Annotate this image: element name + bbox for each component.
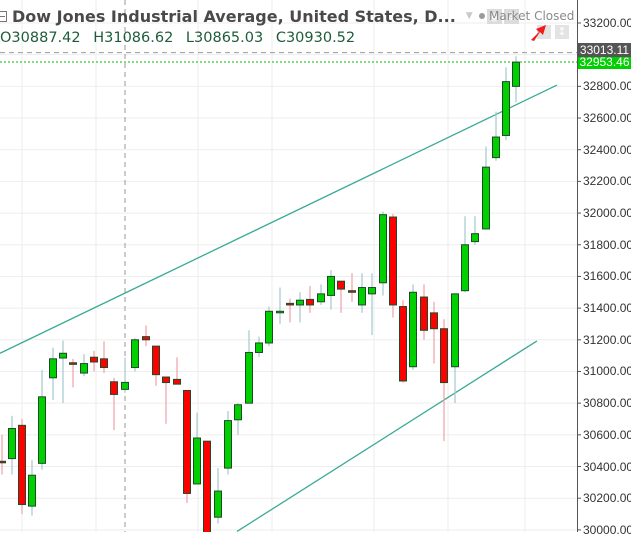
candle-up <box>492 136 500 159</box>
ohlc-low: L30865.03 <box>186 30 263 46</box>
candle-up <box>245 351 253 404</box>
candle-up <box>38 396 46 464</box>
candle-up <box>379 214 387 284</box>
candle-up <box>461 244 469 292</box>
high-label: H <box>93 30 105 46</box>
gear-icon[interactable]: ⚙ <box>503 8 519 24</box>
symbol-title[interactable]: Dow Jones Industrial Average, United Sta… <box>12 6 456 26</box>
candle-up <box>358 287 366 306</box>
price-tick-label: 30000.00 <box>583 522 631 537</box>
eye-icon[interactable]: ◉ <box>486 8 502 24</box>
last-price-label: 32953.46 <box>578 55 631 69</box>
candle-up <box>131 339 139 369</box>
scale-toggle-icon[interactable]: ↕ <box>555 25 569 39</box>
candle-up <box>214 490 222 518</box>
close-label: C <box>275 30 286 46</box>
ohlc-close: C30930.52 <box>276 30 355 46</box>
ohlc-high: H31086.62 <box>93 30 173 46</box>
candle-down <box>110 381 118 395</box>
price-tick-label: 30800.00 <box>583 396 631 411</box>
candle-down <box>348 290 356 293</box>
legend-title-row: Dow Jones Industrial Average, United Sta… <box>0 5 519 27</box>
price-tick-label: 31400.00 <box>583 301 631 316</box>
chart-legend: Dow Jones Industrial Average, United Sta… <box>0 5 519 48</box>
ohlc-values: O30887.42 H31086.62 L30865.03 C30930.52 <box>0 30 519 48</box>
candle-up <box>80 363 88 374</box>
candle-up <box>265 310 273 344</box>
candle-up <box>471 233 479 243</box>
candle-down <box>399 306 407 382</box>
ohlc-open: O30887.42 <box>0 30 81 46</box>
price-tick-label: 30600.00 <box>583 427 631 442</box>
candle-up <box>276 310 284 314</box>
candle-up <box>28 474 36 507</box>
collapse-icon[interactable] <box>0 10 7 22</box>
status-dot-icon <box>479 12 485 19</box>
market-status-text: Market Closed <box>489 9 575 23</box>
price-tick-label: 32000.00 <box>583 206 631 221</box>
candle-up <box>451 293 459 368</box>
candle-down <box>440 328 448 384</box>
price-tick-label: 31800.00 <box>583 237 631 252</box>
candle-down <box>152 345 160 376</box>
candle-up <box>482 166 490 230</box>
trendline <box>236 340 538 532</box>
candle-down <box>183 389 191 494</box>
candle-down <box>337 280 345 290</box>
price-tick-label: 31200.00 <box>583 332 631 347</box>
candle-down <box>142 336 150 341</box>
candle-up <box>255 342 263 353</box>
market-status: Market Closed <box>479 9 574 23</box>
open-value: 30887.42 <box>11 30 81 46</box>
price-tick-label: 32600.00 <box>583 111 631 126</box>
dropdown-icon[interactable]: ▼ <box>465 11 473 21</box>
candle-up <box>327 275 335 296</box>
candle-up <box>121 381 129 390</box>
candle-up <box>8 428 16 460</box>
candle-down <box>420 296 428 331</box>
candle-down <box>90 356 98 363</box>
candle-down <box>0 460 6 464</box>
candle-down <box>306 298 314 306</box>
candle-up <box>193 437 201 485</box>
trendline <box>0 84 558 354</box>
candle-down <box>286 302 294 306</box>
candle-down <box>173 378 181 385</box>
candle-down <box>203 440 211 532</box>
candle-down <box>18 424 26 506</box>
candle-up <box>502 81 510 136</box>
candle-up <box>49 358 57 379</box>
candle-down <box>100 358 108 369</box>
price-tick-label: 31000.00 <box>583 364 631 379</box>
high-value: 31086.62 <box>104 30 174 46</box>
price-tick-label: 32200.00 <box>583 174 631 189</box>
low-label: L <box>185 30 195 46</box>
candle-up <box>512 61 520 87</box>
candle-down <box>69 362 77 365</box>
candle-up <box>296 299 304 306</box>
crosshair-price-label: 33013.11 <box>578 43 631 57</box>
candle-up <box>317 293 325 303</box>
candle-down <box>430 312 438 330</box>
candle-up <box>368 287 376 295</box>
price-tick-label: 33200.00 <box>583 16 631 30</box>
low-value: 30865.03 <box>194 30 264 46</box>
price-tick-label: 30400.00 <box>583 459 631 474</box>
red-arrow-icon <box>531 25 546 41</box>
candle-down <box>389 216 397 306</box>
price-tick-label: 30200.00 <box>583 491 631 506</box>
candle-up <box>234 404 242 421</box>
price-tick-label: 32400.00 <box>583 142 631 157</box>
candle-up <box>409 291 417 368</box>
price-axis-panel <box>577 0 631 532</box>
open-label: O <box>0 30 12 46</box>
candle-down <box>162 376 170 384</box>
close-value: 30930.52 <box>285 30 356 46</box>
candle-up <box>224 420 232 469</box>
price-tick-label: 31600.00 <box>583 269 631 284</box>
candle-up <box>59 352 67 359</box>
price-tick-label: 32800.00 <box>583 79 631 94</box>
